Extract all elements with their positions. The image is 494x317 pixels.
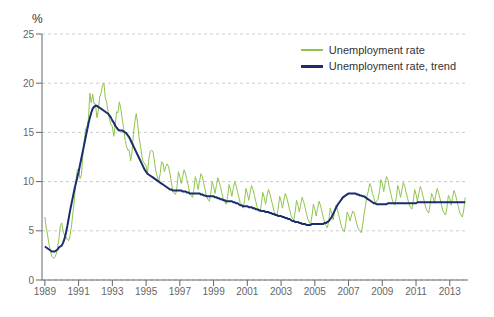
- svg-text:1999: 1999: [202, 286, 225, 297]
- svg-text:1989: 1989: [34, 286, 57, 297]
- svg-text:1995: 1995: [135, 286, 158, 297]
- svg-text:2001: 2001: [236, 286, 259, 297]
- html-text:Unemployment rate, trend: Unemployment rate, trend: [328, 60, 456, 72]
- svg-text:2011: 2011: [405, 286, 427, 297]
- svg-text:25: 25: [23, 29, 35, 40]
- svg-text:2009: 2009: [371, 286, 394, 297]
- svg-text:2005: 2005: [304, 286, 327, 297]
- svg-text:5: 5: [28, 225, 34, 236]
- svg-text:20: 20: [23, 78, 35, 89]
- svg-text:1991: 1991: [67, 286, 90, 297]
- svg-text:1993: 1993: [101, 286, 124, 297]
- svg-text:0: 0: [28, 275, 34, 286]
- svg-text:10: 10: [23, 176, 35, 187]
- svg-text:15: 15: [23, 127, 35, 138]
- svg-text:2013: 2013: [439, 286, 462, 297]
- svg-text:1997: 1997: [169, 286, 192, 297]
- svg-text:2003: 2003: [270, 286, 293, 297]
- html-text:Unemployment rate: Unemployment rate: [328, 44, 425, 56]
- svg-text:2007: 2007: [337, 286, 360, 297]
